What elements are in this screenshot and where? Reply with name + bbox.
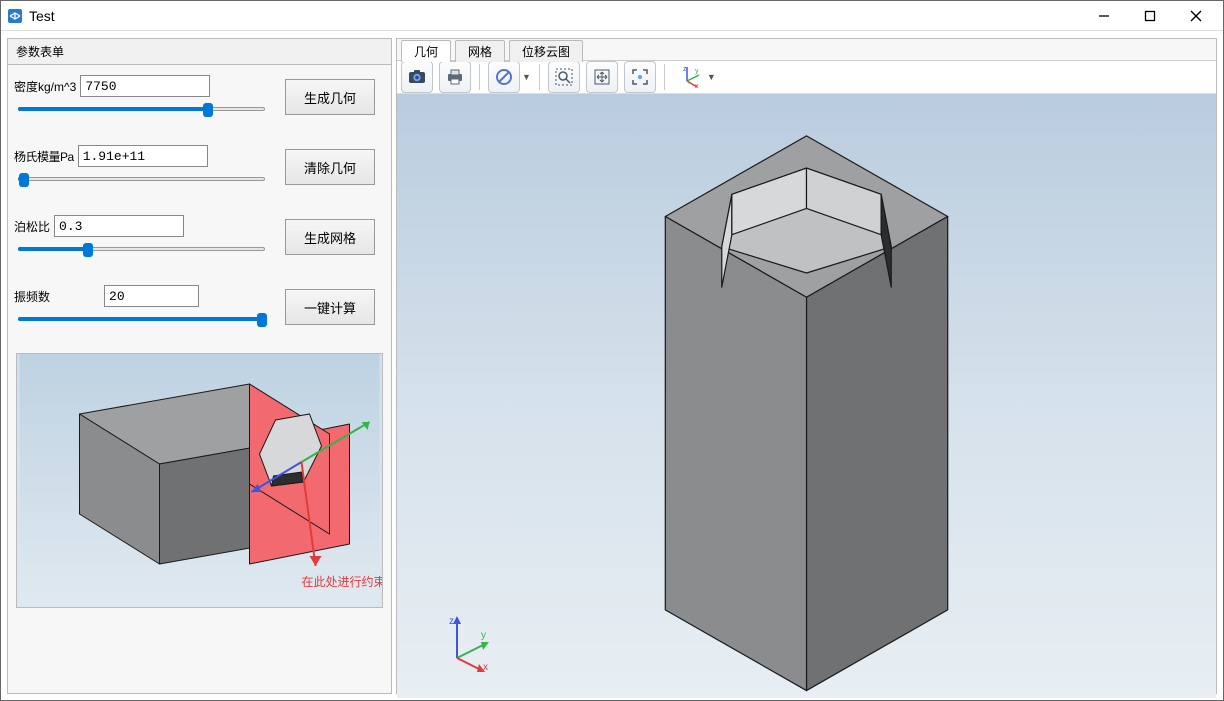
preview-caption: 在此处进行约束 [302, 574, 383, 589]
orientation-triad-button[interactable]: z y x [673, 61, 705, 93]
freq-label: 振频数 [14, 288, 50, 305]
parameter-panel-header: 参数表单 [8, 39, 391, 65]
young-slider[interactable] [14, 171, 269, 187]
tab-mesh[interactable]: 网格 [455, 40, 505, 62]
freq-input[interactable] [104, 285, 199, 307]
generate-mesh-button[interactable]: 生成网格 [285, 219, 375, 255]
svg-text:x: x [695, 83, 699, 89]
density-input[interactable] [80, 75, 210, 97]
poisson-input[interactable] [54, 215, 184, 237]
titlebar: Test [1, 1, 1223, 31]
svg-text:y: y [481, 630, 486, 641]
young-label: 杨氏模量Pa [14, 148, 74, 165]
constraint-preview: 在此处进行约束 [16, 353, 383, 608]
young-input[interactable] [78, 145, 208, 167]
content-area: 参数表单 密度kg/m^3 生成几何 杨氏模量Pa [1, 32, 1223, 700]
density-label: 密度kg/m^3 [14, 78, 76, 95]
param-young-modulus: 杨氏模量Pa [14, 145, 269, 187]
dropdown-caret-icon[interactable]: ▼ [707, 72, 716, 82]
svg-text:y: y [695, 68, 699, 75]
window-title: Test [29, 8, 55, 24]
parameter-form: 密度kg/m^3 生成几何 杨氏模量Pa [8, 65, 391, 353]
snapshot-button[interactable] [401, 61, 433, 93]
fit-view-button[interactable] [624, 61, 656, 93]
density-slider[interactable] [14, 101, 269, 117]
maximize-button[interactable] [1127, 1, 1173, 31]
param-density: 密度kg/m^3 [14, 75, 269, 117]
tabs: 几何 网格 位移云图 [397, 39, 1216, 61]
app-window: Test 参数表单 密度kg/m^3 [0, 0, 1224, 701]
clear-geometry-button[interactable]: 清除几何 [285, 149, 375, 185]
print-button[interactable] [439, 61, 471, 93]
app-icon [7, 8, 23, 24]
tab-geometry[interactable]: 几何 [401, 40, 451, 62]
generate-geometry-button[interactable]: 生成几何 [285, 79, 375, 115]
compute-button[interactable]: 一键计算 [285, 289, 375, 325]
pan-button[interactable] [586, 61, 618, 93]
freq-slider[interactable] [14, 311, 269, 327]
viewport-toolbar: ▼ z y x ▼ [397, 61, 1216, 94]
svg-text:z: z [683, 66, 687, 73]
parameter-panel: 参数表单 密度kg/m^3 生成几何 杨氏模量Pa [7, 38, 392, 694]
svg-text:z: z [449, 616, 454, 627]
param-poisson: 泊松比 [14, 215, 269, 257]
axis-triad-icon: z y x [437, 614, 497, 674]
poisson-slider[interactable] [14, 241, 269, 257]
reset-view-button[interactable] [488, 61, 520, 93]
dropdown-caret-icon[interactable]: ▼ [522, 72, 531, 82]
minimize-button[interactable] [1081, 1, 1127, 31]
close-button[interactable] [1173, 1, 1219, 31]
param-frequency: 振频数 [14, 285, 269, 327]
viewport-panel: 几何 网格 位移云图 ▼ [396, 38, 1217, 694]
poisson-label: 泊松比 [14, 218, 50, 235]
svg-text:x: x [483, 662, 488, 673]
tab-displacement[interactable]: 位移云图 [509, 40, 583, 62]
3d-viewport[interactable]: z y x [397, 94, 1216, 698]
zoom-window-button[interactable] [548, 61, 580, 93]
